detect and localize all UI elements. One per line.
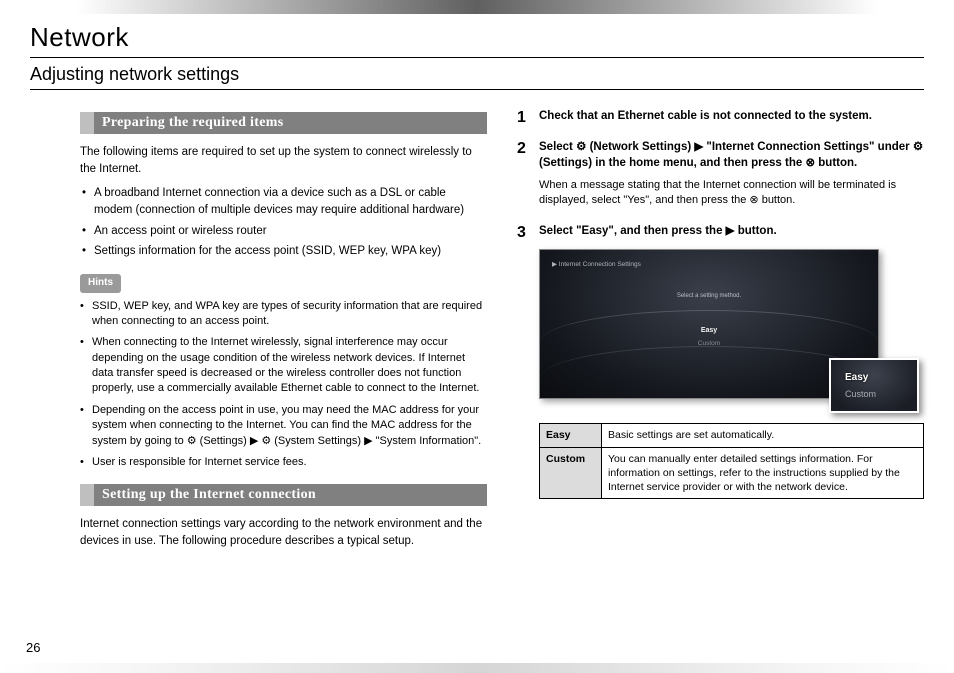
mode-key: Easy (540, 424, 602, 447)
heading-setup: Setting up the Internet connection (80, 484, 487, 506)
step-head: Select "Easy", and then press the ▶ butt… (539, 223, 924, 240)
table-row: Custom You can manually enter detailed s… (540, 447, 924, 499)
screenshot-option-easy: Easy (540, 326, 878, 336)
mode-value: You can manually enter detailed settings… (602, 447, 924, 499)
step-head: Check that an Ethernet cable is not conn… (539, 108, 924, 125)
screenshot-figure: ▶ Internet Connection Settings Select a … (539, 249, 919, 409)
hints-badge: Hints (80, 274, 121, 293)
setup-intro: Internet connection settings vary accord… (80, 516, 487, 549)
section-title: Network (30, 22, 924, 53)
table-row: Easy Basic settings are set automaticall… (540, 424, 924, 447)
hint-item: SSID, WEP key, and WPA key are types of … (80, 299, 487, 330)
page-subtitle: Adjusting network settings (30, 64, 924, 85)
heading-setup-label: Setting up the Internet connection (94, 484, 487, 506)
screenshot-popout: Easy Custom (829, 358, 919, 413)
required-item: A broadband Internet connection via a de… (82, 185, 487, 218)
screenshot-main: ▶ Internet Connection Settings Select a … (539, 249, 879, 399)
mode-value: Basic settings are set automatically. (602, 424, 924, 447)
step-item: Select "Easy", and then press the ▶ butt… (517, 223, 924, 499)
step-body: When a message stating that the Internet… (539, 178, 924, 209)
page-number: 26 (26, 640, 40, 655)
subtitle-rule (30, 89, 924, 90)
footer-gradient (0, 663, 954, 673)
right-column: Check that an Ethernet cable is not conn… (517, 108, 924, 558)
preparing-intro: The following items are required to set … (80, 144, 487, 177)
hint-item: When connecting to the Internet wireless… (80, 335, 487, 397)
mode-key: Custom (540, 447, 602, 499)
section-rule (30, 57, 924, 58)
popout-easy: Easy (845, 371, 868, 386)
steps-list: Check that an Ethernet cable is not conn… (517, 108, 924, 499)
step-item: Select ⚙ (Network Settings) ▶ "Internet … (517, 139, 924, 209)
top-gradient-bar (0, 0, 954, 14)
hint-item: Depending on the access point in use, yo… (80, 403, 487, 449)
required-item: Settings information for the access poin… (82, 243, 487, 260)
left-column: Preparing the required items The followi… (80, 108, 487, 558)
hint-item: User is responsible for Internet service… (80, 455, 487, 470)
modes-table: Easy Basic settings are set automaticall… (539, 423, 924, 499)
step-item: Check that an Ethernet cable is not conn… (517, 108, 924, 125)
required-items-list: A broadband Internet connection via a de… (80, 185, 487, 260)
popout-custom: Custom (845, 388, 876, 401)
heading-preparing: Preparing the required items (80, 112, 487, 134)
page-content: Network Adjusting network settings Prepa… (0, 22, 954, 558)
required-item: An access point or wireless router (82, 223, 487, 240)
screenshot-breadcrumb: ▶ Internet Connection Settings (552, 260, 641, 269)
hints-list: SSID, WEP key, and WPA key are types of … (80, 299, 487, 471)
step-head: Select ⚙ (Network Settings) ▶ "Internet … (539, 139, 924, 172)
heading-preparing-label: Preparing the required items (94, 112, 487, 134)
screenshot-prompt: Select a setting method. (540, 292, 878, 301)
